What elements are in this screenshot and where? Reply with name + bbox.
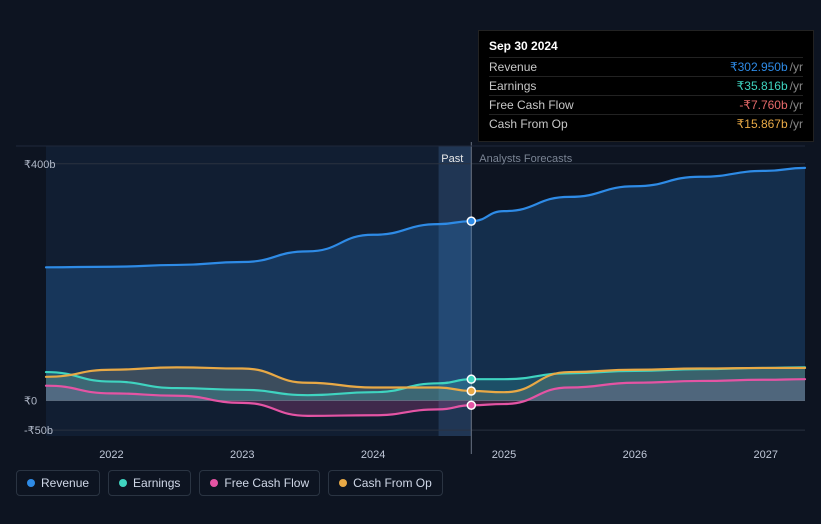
tooltip-row-earnings: Earnings ₹35.816b/yr xyxy=(489,76,803,95)
legend-item-revenue[interactable]: Revenue xyxy=(16,470,100,496)
legend-dot-icon xyxy=(210,479,218,487)
tooltip-value: -₹7.760b xyxy=(739,98,787,112)
legend-dot-icon xyxy=(339,479,347,487)
tooltip-row-cfo: Cash From Op ₹15.867b/yr xyxy=(489,114,803,133)
marker-cfo[interactable] xyxy=(467,387,475,395)
tooltip-row-revenue: Revenue ₹302.950b/yr xyxy=(489,57,803,76)
legend-item-earnings[interactable]: Earnings xyxy=(108,470,191,496)
legend-dot-icon xyxy=(119,479,127,487)
x-axis-label: 2026 xyxy=(623,449,647,461)
x-axis-label: 2023 xyxy=(230,449,254,461)
forecast-label: Analysts Forecasts xyxy=(479,153,572,165)
y-axis-label: ₹0 xyxy=(24,395,37,407)
y-axis-label: ₹400b xyxy=(24,159,55,171)
legend-item-cfo[interactable]: Cash From Op xyxy=(328,470,443,496)
tooltip-label: Cash From Op xyxy=(489,117,568,131)
tooltip-label: Earnings xyxy=(489,79,536,93)
chart-legend: Revenue Earnings Free Cash Flow Cash From O… xyxy=(16,470,443,496)
legend-label: Cash From Op xyxy=(353,476,432,490)
tooltip-value: ₹35.816b xyxy=(737,79,788,93)
marker-fcf[interactable] xyxy=(467,401,475,409)
tooltip-unit: /yr xyxy=(790,79,803,93)
legend-dot-icon xyxy=(27,479,35,487)
tooltip-label: Free Cash Flow xyxy=(489,98,574,112)
marker-earnings[interactable] xyxy=(467,375,475,383)
chart-tooltip: Sep 30 2024 Revenue ₹302.950b/yr Earnings ₹… xyxy=(478,30,814,142)
x-axis-label: 2025 xyxy=(492,449,516,461)
legend-label: Earnings xyxy=(133,476,180,490)
marker-revenue[interactable] xyxy=(467,217,475,225)
legend-item-fcf[interactable]: Free Cash Flow xyxy=(199,470,320,496)
tooltip-unit: /yr xyxy=(790,98,803,112)
tooltip-date: Sep 30 2024 xyxy=(489,39,803,53)
y-axis-label: -₹50b xyxy=(24,425,53,437)
past-label: Past xyxy=(441,153,463,165)
tooltip-unit: /yr xyxy=(790,60,803,74)
tooltip-row-fcf: Free Cash Flow -₹7.760b/yr xyxy=(489,95,803,114)
x-axis-label: 2027 xyxy=(753,449,777,461)
tooltip-unit: /yr xyxy=(790,117,803,131)
tooltip-value: ₹15.867b xyxy=(737,117,788,131)
tooltip-value: ₹302.950b xyxy=(730,60,788,74)
x-axis-label: 2024 xyxy=(361,449,385,461)
legend-label: Revenue xyxy=(41,476,89,490)
tooltip-label: Revenue xyxy=(489,60,537,74)
x-axis-label: 2022 xyxy=(99,449,123,461)
legend-label: Free Cash Flow xyxy=(224,476,309,490)
financials-chart: Sep 30 2024 Revenue ₹302.950b/yr Earnings ₹… xyxy=(16,16,805,476)
